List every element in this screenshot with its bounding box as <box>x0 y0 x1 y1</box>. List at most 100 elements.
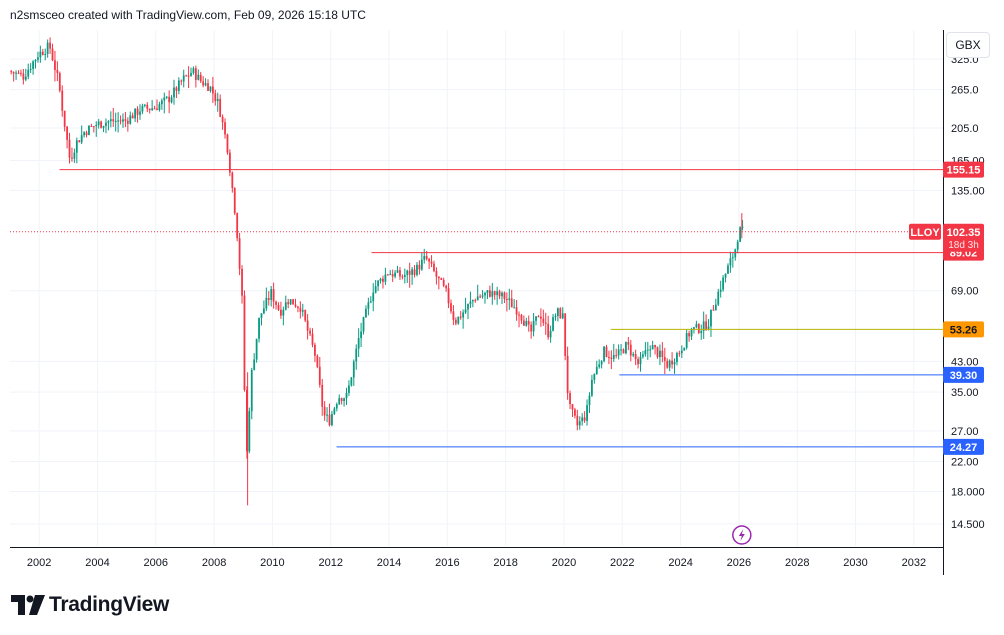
candle <box>608 350 610 365</box>
candle-body <box>56 70 59 74</box>
candle <box>727 263 729 274</box>
candle-body <box>63 110 66 127</box>
candle <box>569 390 571 410</box>
candle-body <box>435 271 438 277</box>
candle <box>221 114 224 130</box>
candle-body <box>433 263 435 272</box>
candle-body <box>88 125 90 136</box>
candle-body <box>46 42 49 55</box>
candle-body <box>80 135 83 143</box>
candle-body <box>539 316 542 319</box>
candle-body <box>423 255 426 260</box>
candle-body <box>396 270 399 273</box>
candle <box>433 260 435 273</box>
candle <box>591 374 593 397</box>
x-tick-label: 2008 <box>202 557 226 569</box>
candle-body <box>292 299 294 305</box>
candle-body <box>216 98 219 102</box>
candle-body <box>399 270 401 277</box>
candle <box>632 351 635 358</box>
candle-body <box>221 116 224 123</box>
candle-body <box>471 300 474 302</box>
candle <box>343 397 345 407</box>
candle <box>170 95 173 104</box>
candle-body <box>447 288 450 304</box>
candle <box>139 104 141 120</box>
candle <box>304 309 307 323</box>
candle <box>255 338 258 363</box>
candle <box>148 108 151 114</box>
candle-body <box>333 408 336 414</box>
candle <box>467 303 469 320</box>
candle-body <box>556 308 559 317</box>
candle <box>537 315 540 318</box>
candle <box>581 413 584 426</box>
candle-body <box>379 278 382 281</box>
candle-body <box>515 307 518 315</box>
candle <box>445 284 448 292</box>
candle-body <box>24 76 27 80</box>
candle <box>112 107 115 127</box>
candle-body <box>605 346 608 358</box>
candle-body <box>255 338 258 360</box>
candle <box>68 132 71 164</box>
candle <box>95 121 98 137</box>
candle-body <box>73 152 76 159</box>
candle-body <box>467 304 469 310</box>
candle <box>345 387 348 405</box>
lightning-icon[interactable] <box>732 525 752 545</box>
candle-body <box>491 291 494 297</box>
candle <box>299 301 302 319</box>
candle-body <box>391 274 394 277</box>
currency-button[interactable]: GBX <box>946 32 990 58</box>
x-tick-label: 2028 <box>785 557 809 569</box>
candle <box>314 342 316 363</box>
candle-body <box>547 323 550 338</box>
candle <box>510 289 513 308</box>
candle-body <box>644 350 647 355</box>
candle-body <box>27 69 30 77</box>
tradingview-logo[interactable]: TradingView <box>11 593 169 617</box>
candle <box>459 310 462 320</box>
candle-body <box>211 86 214 94</box>
candle-body <box>153 108 156 110</box>
candle-body <box>248 411 251 452</box>
candle <box>10 70 13 75</box>
candle <box>185 74 188 77</box>
candle-body <box>226 134 229 153</box>
candle-body <box>486 290 489 293</box>
candle-body <box>192 68 195 73</box>
y-tick-label: 18.000 <box>951 487 985 499</box>
candle-body <box>734 249 737 258</box>
candle <box>605 344 608 358</box>
candle-body <box>233 188 236 214</box>
candle <box>705 314 708 331</box>
y-tick-label: 35.00 <box>951 387 979 399</box>
candle-body <box>578 421 581 426</box>
candle <box>625 341 627 355</box>
candle-body <box>204 83 207 86</box>
candle <box>301 303 304 317</box>
candles <box>10 37 744 459</box>
candle-body <box>338 398 341 405</box>
candle-body <box>394 272 397 277</box>
candle <box>136 106 139 123</box>
candle <box>107 120 110 131</box>
candle-body <box>714 304 717 311</box>
candle-body <box>362 317 365 332</box>
candle-body <box>554 316 557 318</box>
candle-body <box>666 360 669 368</box>
candle-body <box>17 72 20 74</box>
candle-body <box>335 404 338 409</box>
candle <box>559 307 562 319</box>
candle <box>576 409 579 431</box>
candle <box>547 315 550 340</box>
candle <box>134 108 137 122</box>
candle <box>411 266 414 285</box>
candle-body <box>469 301 472 305</box>
candle-body <box>180 80 183 82</box>
candle-body <box>187 75 190 77</box>
candle <box>469 291 472 308</box>
candle <box>250 367 253 420</box>
